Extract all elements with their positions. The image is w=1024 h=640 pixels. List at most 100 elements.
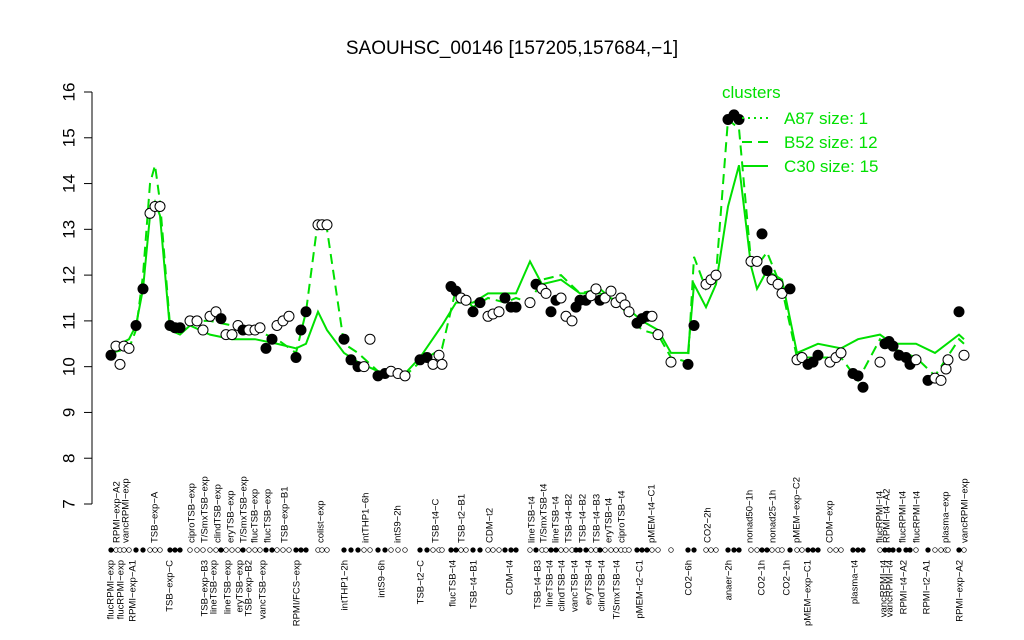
point (295, 324, 307, 336)
rug-dot (157, 547, 163, 553)
rug-dot (759, 547, 765, 553)
point (226, 329, 238, 341)
x-label: pMEM−t4−C1 (647, 484, 658, 543)
y-tick-label: 12 (59, 266, 78, 285)
point (545, 306, 557, 318)
point (540, 287, 552, 299)
rug-dot (913, 547, 919, 553)
y-tick-label: 9 (59, 408, 78, 417)
legend-label: A87 size: 1 (784, 109, 868, 128)
rug-dot (274, 547, 280, 553)
x-label: flucRPMI−t4 (912, 491, 923, 543)
rug-dot (218, 547, 224, 553)
x-label: lineTSB−exp (209, 560, 220, 614)
x-label: CO2−2h (703, 507, 714, 543)
rug-dot (108, 547, 114, 553)
rug-dot (246, 547, 252, 553)
rug-dot (877, 547, 883, 553)
rug-dot (167, 547, 173, 553)
x-label: TSB−t4−B3 (592, 494, 603, 543)
x-label: nonad25−1h (768, 490, 779, 543)
rug-dot (280, 547, 286, 553)
rug-dot (207, 547, 213, 553)
point (910, 354, 922, 366)
point (652, 329, 664, 341)
x-label: vancTSB−t4 (570, 560, 581, 612)
point (524, 297, 536, 309)
rug-dot (685, 547, 691, 553)
rug-dot (833, 547, 839, 553)
x-label: T/SmxTSB−exp (200, 476, 211, 543)
x-label: pMEM−t2−C1 (635, 560, 646, 619)
rug-dot (938, 547, 944, 553)
rug-dot (668, 547, 674, 553)
x-label: RPMI−exp−A1 (128, 560, 139, 622)
point (857, 381, 869, 393)
point (852, 370, 864, 382)
rug-dot (855, 547, 861, 553)
rug-dot (485, 547, 491, 553)
x-label: intTHP1−2h (340, 560, 351, 610)
point (688, 319, 700, 331)
rug-dot (945, 547, 951, 553)
x-label: lineTSB−t4 (527, 496, 538, 543)
point (499, 292, 511, 304)
point (215, 313, 227, 325)
x-label: flucRPMI−t4 (875, 491, 886, 543)
x-label: TSB−t4−B3 (533, 560, 544, 609)
rug-dot (172, 547, 178, 553)
rug-dot (736, 547, 742, 553)
x-label: T/SmxTSB−exp (239, 476, 250, 543)
rug-dot (907, 547, 913, 553)
rug-dot (147, 547, 153, 553)
point (953, 306, 965, 318)
point (566, 315, 578, 327)
rug-dot (769, 547, 775, 553)
legend-title: clusters (722, 83, 781, 102)
rug-dot (417, 547, 423, 553)
rug-dot (764, 547, 770, 553)
point (646, 310, 658, 322)
x-label: vancRPMI−exp (121, 478, 132, 543)
point (436, 358, 448, 370)
rug-dot (490, 547, 496, 553)
rug-dot (613, 547, 619, 553)
point (958, 349, 970, 361)
rug-dot (548, 547, 554, 553)
point (197, 324, 209, 336)
point (835, 347, 847, 359)
x-label: TSB−exp−C (165, 560, 176, 612)
rug-dot (626, 547, 632, 553)
x-label: RPMI/FCS−exp (292, 560, 303, 626)
rug-dot (402, 547, 408, 553)
rug-dot (513, 547, 519, 553)
point (345, 354, 357, 366)
rug-dot (932, 547, 938, 553)
rug-dot (293, 547, 299, 553)
rug-dot (223, 547, 229, 553)
rug-dot (257, 547, 263, 553)
x-label: TSB−t4−B2 (564, 494, 575, 543)
rug-dot (502, 547, 508, 553)
point (887, 340, 899, 352)
point (733, 113, 745, 125)
rug-dot (649, 547, 655, 553)
x-label: TSB−exp−B3 (200, 560, 211, 617)
rug-dot (303, 547, 309, 553)
rug-dot (286, 547, 292, 553)
x-label: TSB−t2−C (416, 560, 427, 604)
point (467, 306, 479, 318)
point (796, 352, 808, 364)
rug-dot (577, 547, 583, 553)
rug-dot (588, 547, 594, 553)
rug-dot (133, 547, 139, 553)
rug-dot (453, 547, 459, 553)
rug-dot (355, 547, 361, 553)
rug-dot (240, 547, 246, 553)
point (665, 356, 677, 368)
x-label: CDM−exp (825, 501, 836, 544)
point (761, 265, 773, 277)
point (300, 306, 312, 318)
point (751, 255, 763, 267)
